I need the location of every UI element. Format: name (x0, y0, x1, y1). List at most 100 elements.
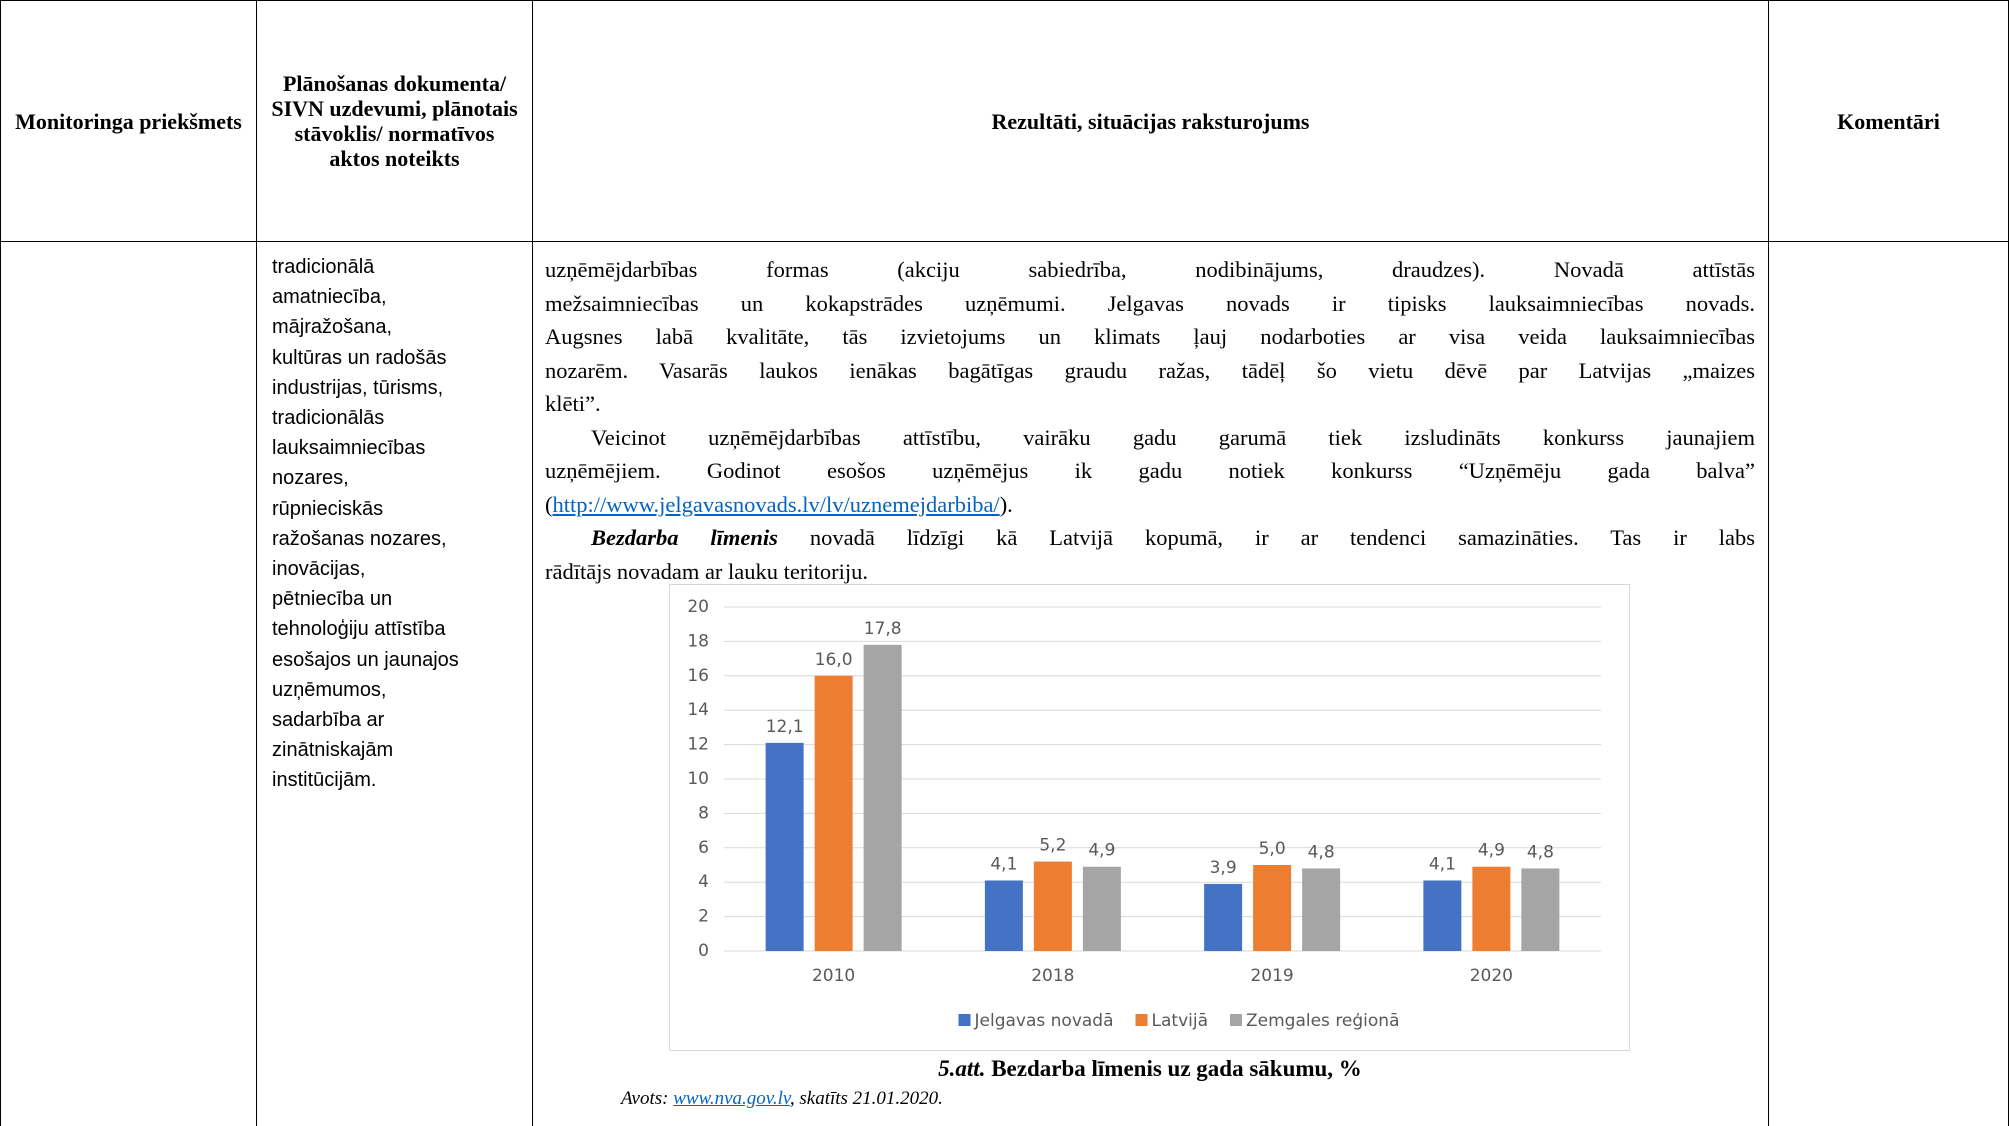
legend-swatch (958, 1014, 971, 1026)
paragraph: Bezdarba līmenis novadā līdzīgi kā Latvi… (545, 521, 1755, 588)
y-tick-label: 12 (687, 735, 709, 755)
y-tick-label: 18 (687, 631, 709, 651)
text-line: klēti”. (545, 391, 601, 416)
text: ( (545, 491, 553, 517)
task-cell: tradicionālā amatniecība, mājražošana, kult… (272, 252, 459, 796)
y-tick-label: 14 (687, 700, 709, 720)
link[interactable]: www.nva.gov.lv (673, 1088, 790, 1109)
x-tick-label: 2010 (812, 966, 855, 986)
x-tick-label: 2019 (1250, 966, 1293, 986)
bar (1423, 880, 1462, 951)
y-tick-label: 6 (698, 838, 709, 858)
header-text: Plānošanas dokumenta/ SIVN uzdevumi, plā… (271, 71, 518, 171)
value-label: 5,0 (1259, 839, 1286, 859)
link[interactable]: http://www.jelgavasnovads.lv/lv/uznemejd… (552, 491, 1000, 517)
bar (814, 675, 853, 951)
legend-label: Latvijā (1152, 1011, 1208, 1031)
text-line: tehnoloģiju attīstība (272, 618, 446, 641)
value-label: 4,9 (1088, 841, 1115, 861)
chart: 0 2 4 6 8 10 12 14 16 18 20 2010 12,1 16,0 17,8 2018 4,1… (687, 597, 1601, 1031)
table-border (0, 0, 2009, 1)
emphasis: Bezdarba līmenis (591, 525, 778, 550)
y-tick-label: 2 (698, 907, 709, 927)
text-line: amatniecība, (272, 286, 387, 309)
text-line: tradicionālā (272, 256, 375, 278)
paragraph: uzņēmējdarbības formas (akciju sabiedrīb… (545, 253, 1755, 421)
bar (1204, 883, 1243, 951)
text-line: ražošanas nozares, (272, 527, 447, 550)
text: , skatīts 21.01.2020. (789, 1088, 943, 1109)
text-line: (http://www.jelgavasnovads.lv/lv/uznemej… (545, 488, 1755, 522)
table-border (0, 0, 1, 1126)
text-line: sadarbība ar (272, 709, 385, 732)
text-line: mežsaimniecības un kokapstrādes uzņēmumi… (545, 290, 1755, 316)
bar (1472, 866, 1511, 951)
table-border (1768, 0, 1769, 1126)
text-line: Veicinot uzņēmējdarbības attīstību, vair… (591, 424, 1755, 450)
bar (1253, 865, 1292, 951)
text-line: Bezdarba līmenis novadā līdzīgi kā Latvi… (545, 521, 1755, 555)
value-label: 4,1 (1429, 854, 1456, 874)
text-line: uzņēmējdarbības formas (akciju sabiedrīb… (545, 257, 1755, 282)
value-label: 16,0 (815, 650, 853, 670)
text-line: rūpnieciskās (272, 497, 384, 520)
text-line: rādītājs novadam ar lauku teritoriju. (545, 558, 869, 584)
text-line: mājražošana, (272, 316, 393, 339)
y-tick-label: 4 (698, 872, 709, 892)
table-border (532, 0, 533, 1126)
table-border (0, 241, 2009, 242)
header-cell: Plānošanas dokumenta/ SIVN uzdevumi, plā… (257, 1, 532, 241)
bar (765, 742, 804, 951)
bar (984, 880, 1023, 951)
text-line: kultūras un radošās (272, 346, 447, 369)
results-cell: uzņēmējdarbības formas (akciju sabiedrīb… (545, 253, 1755, 588)
caption-lead: 5.att. (938, 1056, 986, 1081)
caption: 5.att. Bezdarba līmenis uz gada sākumu, … (455, 1056, 1845, 1082)
value-label: 4,8 (1308, 842, 1335, 862)
value-label: 12,1 (766, 717, 804, 737)
legend-label: Zemgales reģionā (1246, 1011, 1400, 1031)
y-tick-label: 20 (687, 597, 709, 617)
text: novadā līdzīgi kā Latvijā kopumā, ir ar … (777, 525, 1755, 550)
value-label: 3,9 (1210, 858, 1237, 878)
header-cell: Komentāri (1769, 1, 2008, 241)
bar (1033, 861, 1072, 951)
text-line: inovācijas, (272, 558, 366, 581)
text-line: nozares, (272, 467, 349, 490)
text-line: nozarēm. Vasarās laukos ienākas bagātīga… (545, 357, 1755, 383)
text-line: uzņēmējiem. Godinot esošos uzņēmējus ik … (545, 458, 1755, 483)
value-label: 4,8 (1527, 842, 1554, 862)
y-tick-label: 8 (698, 803, 709, 823)
text-line: uzņēmumos, (272, 678, 387, 701)
text-line: industrijas, tūrisms, (272, 376, 444, 399)
text-line: institūcijām. (272, 769, 377, 792)
source: Avots: www.nva.gov.lv, skatīts 21.01.202… (621, 1088, 943, 1110)
text: ). (999, 491, 1013, 517)
x-tick-label: 2020 (1470, 966, 1513, 986)
table-border (256, 0, 257, 1126)
legend-swatch (1230, 1014, 1242, 1026)
value-label: 4,1 (990, 854, 1017, 874)
header-text: Komentāri (1837, 108, 1940, 134)
header-text: Rezultāti, situācijas raksturojums (991, 108, 1310, 134)
caption-text: Bezdarba līmenis uz gada sākumu, % (985, 1056, 1362, 1081)
text-line: tradicionālās (272, 407, 385, 430)
y-tick-label: 10 (687, 769, 709, 789)
text-line: esošajos un jaunajos (272, 648, 459, 671)
value-label: 17,8 (864, 619, 902, 639)
value-label: 4,9 (1478, 841, 1505, 861)
text: Avots: (621, 1088, 674, 1109)
bar (1521, 868, 1560, 951)
header-cell: Monitoringa priekšmets (1, 1, 256, 241)
paragraph: Veicinot uzņēmējdarbības attīstību, vair… (545, 421, 1755, 488)
text-line: pētniecība un (272, 588, 393, 611)
header-text: Monitoringa priekšmets (15, 108, 242, 134)
bar (863, 644, 902, 951)
chart-frame (669, 584, 1630, 1051)
bar (1302, 868, 1341, 951)
y-tick-label: 16 (687, 666, 709, 686)
bar (1082, 866, 1121, 951)
text-line: Augsnes labā kvalitāte, tās izvietojums … (545, 324, 1755, 349)
value-label: 5,2 (1039, 836, 1066, 856)
